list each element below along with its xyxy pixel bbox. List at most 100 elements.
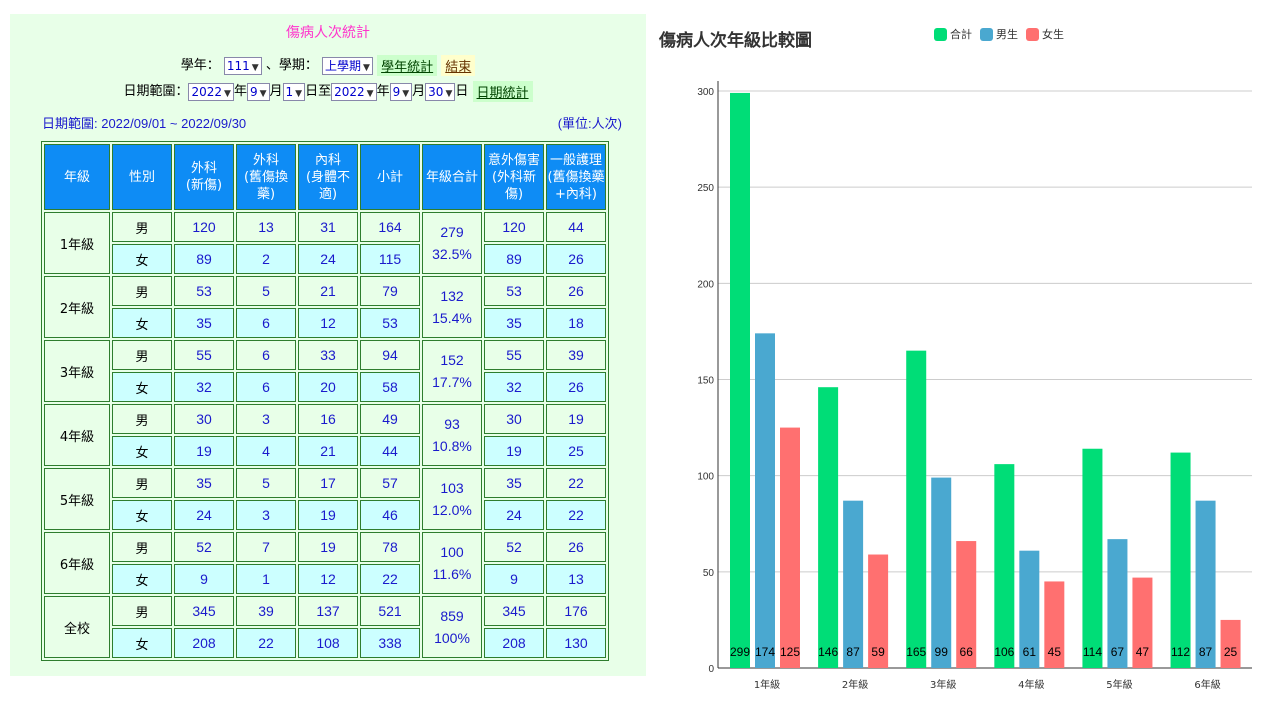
value-cell: 39 — [546, 340, 606, 370]
bar-female[interactable] — [1132, 577, 1153, 668]
value-cell: 78 — [360, 532, 420, 562]
y-tick-label: 200 — [697, 279, 714, 290]
table-row: 4年級男 30 3 16 49 93 10.8% 30 19 — [44, 404, 606, 466]
value-cell: 58 — [360, 372, 420, 402]
legend-item-female[interactable]: 女生 — [1026, 26, 1064, 42]
bar-male[interactable] — [1019, 550, 1040, 668]
date-range-row: 日期範圍： 2022 ▼ 年 9 ▼ 月 1 ▼ 日至 2022 ▼ 年 9 ▼ 月 30 ▼ 日 日期統計 — [10, 80, 646, 102]
value-cell: 26 — [546, 276, 606, 306]
chart-title: 傷病人次年級比較圖 — [659, 31, 812, 51]
year-select[interactable]: 111 ▼ — [223, 56, 262, 75]
end-year-select[interactable]: 2022 ▼ — [331, 82, 377, 101]
grade-total-count: 100 — [440, 544, 464, 560]
bar-female[interactable] — [868, 554, 889, 668]
table-row: 2年級男 53 5 21 79 132 15.4% 53 26 — [44, 276, 606, 338]
year-stats-button[interactable]: 學年統計 — [377, 55, 438, 76]
grade-cell: 2年級 — [44, 276, 110, 338]
legend-label-male: 男生 — [996, 28, 1018, 41]
bar-value-label: 165 — [906, 645, 926, 659]
value-cell: 44 — [546, 212, 606, 242]
year-label: 學年： — [180, 58, 220, 73]
value-cell: 338 — [360, 628, 420, 658]
date-range-text: 日期範圍: 2022/09/01 ~ 2022/09/30 — [42, 116, 247, 131]
end-day-select[interactable]: 30 ▼ — [425, 82, 456, 101]
end-button[interactable]: 結束 — [441, 55, 476, 76]
legend-swatch-male — [980, 27, 993, 41]
year-select-value: 111 — [226, 58, 250, 73]
value-cell: 6 — [236, 340, 296, 370]
bar-total[interactable] — [994, 464, 1015, 668]
sex-cell: 女 — [112, 244, 172, 274]
bar-male[interactable] — [1107, 539, 1128, 668]
end-month-value: 9 — [392, 84, 401, 99]
value-cell: 12 — [298, 564, 358, 594]
grade-total-cell: 152 17.7% — [422, 340, 482, 402]
table-row: 女 9 1 12 22 9 13 — [44, 564, 606, 594]
bar-total[interactable] — [906, 350, 927, 668]
value-cell: 19 — [298, 532, 358, 562]
chevron-down-icon: ▼ — [445, 88, 453, 99]
value-cell: 53 — [360, 308, 420, 338]
bar-total[interactable] — [730, 92, 750, 668]
value-cell: 108 — [298, 628, 358, 658]
bar-male[interactable] — [843, 500, 864, 668]
table-row: 女 24 3 19 46 24 22 — [44, 500, 606, 530]
start-year-select[interactable]: 2022 ▼ — [188, 82, 234, 101]
end-month-select[interactable]: 9 ▼ — [389, 82, 413, 101]
bar-value-label: 59 — [871, 645, 885, 659]
x-tick-label: 4年級 — [1018, 678, 1044, 691]
legend-item-male[interactable]: 男生 — [980, 26, 1018, 42]
bar-value-label: 47 — [1136, 645, 1150, 659]
bar-female[interactable] — [780, 427, 800, 668]
value-cell: 53 — [484, 276, 544, 306]
header-subtotal: 小計 — [360, 144, 420, 210]
sex-cell: 女 — [112, 628, 172, 658]
value-cell: 130 — [546, 628, 606, 658]
chevron-down-icon: ▼ — [224, 88, 231, 99]
start-month-select[interactable]: 9 ▼ — [246, 82, 270, 101]
bar-value-label: 146 — [818, 645, 838, 659]
value-cell: 12 — [298, 308, 358, 338]
bar-total[interactable] — [1170, 452, 1191, 668]
legend-label-female: 女生 — [1042, 28, 1064, 41]
bar-male[interactable] — [931, 477, 952, 668]
legend-item-total[interactable]: 合計 — [934, 26, 972, 42]
chevron-down-icon: ▼ — [366, 88, 374, 99]
sex-cell: 男 — [112, 468, 172, 498]
start-year-value: 2022 — [191, 84, 223, 99]
value-cell: 6 — [236, 308, 296, 338]
grade-total-cell: 100 11.6% — [422, 532, 482, 594]
bar-male[interactable] — [755, 333, 775, 668]
date-stats-button[interactable]: 日期統計 — [472, 81, 533, 102]
value-cell: 5 — [236, 468, 296, 498]
sex-cell: 女 — [112, 564, 172, 594]
grade-total-percent: 12.0% — [432, 502, 472, 518]
value-cell: 31 — [298, 212, 358, 242]
end-day-value: 30 — [428, 84, 444, 99]
term-select[interactable]: 上學期 ▼ — [322, 56, 373, 75]
grade-total-percent: 15.4% — [432, 310, 472, 326]
bar-female[interactable] — [1044, 581, 1065, 668]
value-cell: 5 — [236, 276, 296, 306]
start-day-select[interactable]: 1 ▼ — [282, 82, 306, 101]
value-cell: 2 — [236, 244, 296, 274]
bar-male[interactable] — [1195, 500, 1216, 668]
grade-total-percent: 100% — [434, 630, 470, 646]
bar-value-label: 106 — [994, 645, 1014, 659]
grade-cell: 4年級 — [44, 404, 110, 466]
value-cell: 26 — [546, 532, 606, 562]
value-cell: 17 — [298, 468, 358, 498]
bar-female[interactable] — [956, 541, 977, 668]
bar-value-label: 66 — [960, 645, 974, 659]
sex-cell: 男 — [112, 532, 172, 562]
sex-cell: 女 — [112, 308, 172, 338]
x-tick-label: 1年級 — [754, 678, 780, 691]
sex-cell: 女 — [112, 372, 172, 402]
bar-female[interactable] — [1220, 619, 1241, 668]
value-cell: 30 — [174, 404, 234, 434]
bar-total[interactable] — [818, 387, 839, 668]
header-surgery-new: 外科 (新傷) — [174, 144, 234, 210]
bar-value-label: 99 — [935, 645, 949, 659]
table-header-row: 年級 性別 外科 (新傷) 外科 (舊傷換藥) 內科 (身體不適) 小計 年級合… — [44, 144, 606, 210]
bar-total[interactable] — [1082, 448, 1103, 668]
